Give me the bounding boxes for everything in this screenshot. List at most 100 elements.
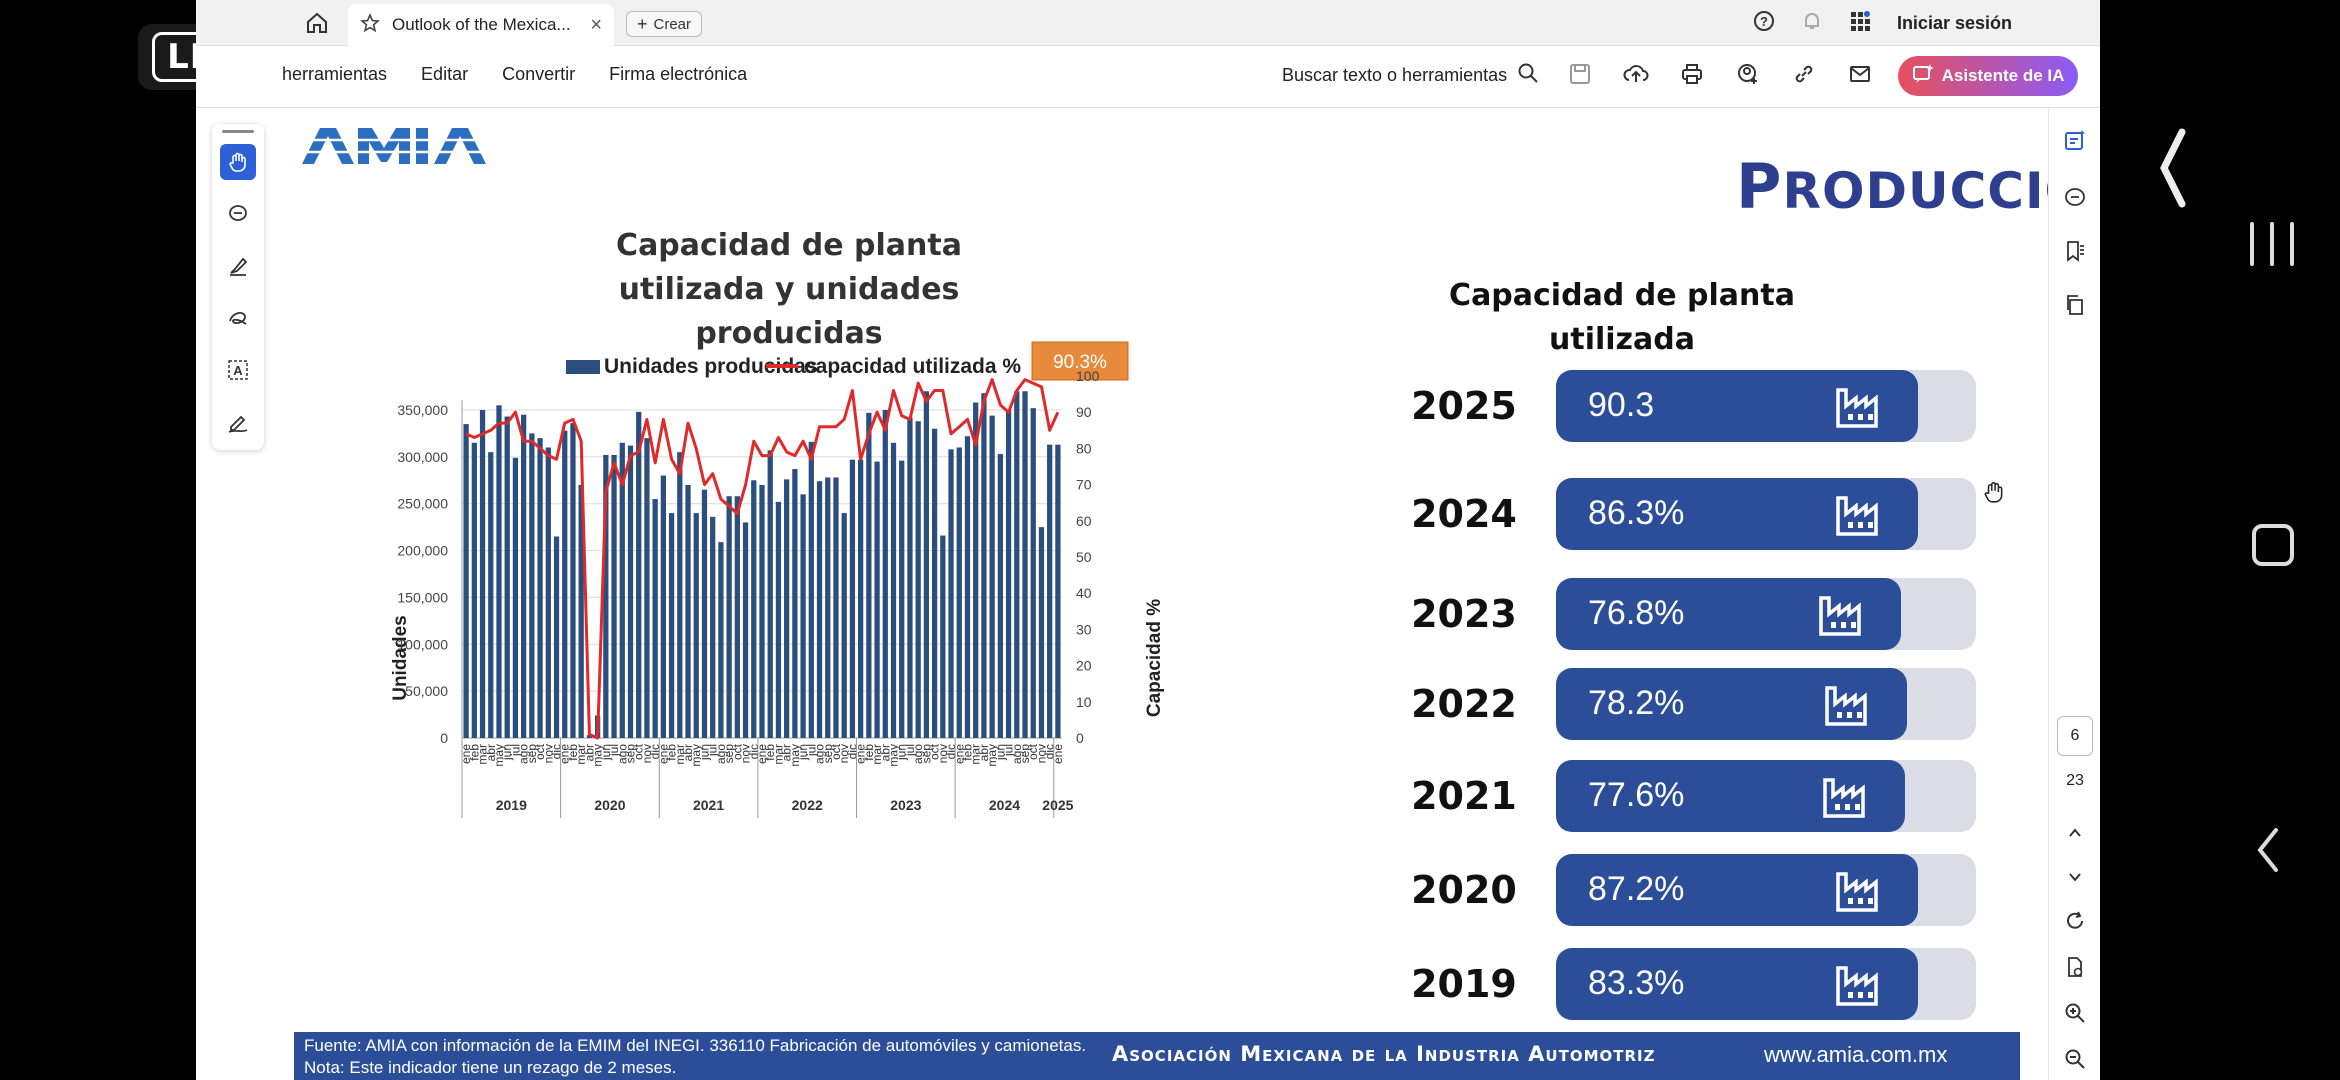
comment-icon[interactable] xyxy=(220,196,256,232)
print-icon[interactable] xyxy=(1678,60,1706,88)
x-tick-label: mar xyxy=(574,744,588,765)
star-icon[interactable] xyxy=(360,12,380,38)
footer-note-line: Nota: Este indicador tiene un rezago de … xyxy=(304,1058,677,1077)
x-tick-label: sep xyxy=(919,744,933,764)
menu-bar: herramientas Editar Convertir Firma elec… xyxy=(282,64,747,85)
hand-tool-icon[interactable] xyxy=(220,144,256,180)
upload-cloud-icon[interactable] xyxy=(1622,60,1650,88)
legend-bar-swatch xyxy=(566,360,600,374)
x-tick-label: may xyxy=(689,744,703,767)
x-tick-label: ago xyxy=(911,744,925,764)
bar xyxy=(553,536,560,738)
menu-item-convert[interactable]: Convertir xyxy=(502,64,576,84)
svg-text:A: A xyxy=(233,363,243,378)
search-tools-button[interactable]: Buscar texto o herramientas xyxy=(1282,62,1539,89)
copy-pages-icon[interactable] xyxy=(2062,292,2088,318)
menu-item-edit[interactable]: Editar xyxy=(421,64,469,84)
new-tab-button[interactable]: + Crear xyxy=(626,11,703,37)
x-tick-label: abr xyxy=(977,744,991,761)
bookmark-icon[interactable] xyxy=(2062,238,2088,264)
year-label: 2025 xyxy=(1042,797,1073,813)
chart-title: Capacidad de planta utilizada y unidades… xyxy=(616,228,962,351)
x-tick-label: jul xyxy=(804,744,818,757)
bar xyxy=(627,445,634,738)
x-tick-label: ene xyxy=(558,744,572,764)
footer-source: Fuente: AMIA con información de la EMIM … xyxy=(304,1035,1086,1079)
home-icon[interactable] xyxy=(304,10,330,41)
legend-bar-label: Unidades producidas xyxy=(604,355,818,378)
home-button-icon[interactable] xyxy=(2252,524,2294,566)
factory-icon xyxy=(1834,492,1886,541)
save-icon[interactable] xyxy=(1566,60,1594,88)
bar xyxy=(603,454,609,738)
close-tab-icon[interactable]: × xyxy=(590,13,602,36)
bar xyxy=(734,496,740,738)
bar xyxy=(718,542,724,738)
capacity-year-label: 2025 xyxy=(1411,384,1517,428)
zoom-out-icon[interactable] xyxy=(2062,1046,2088,1072)
year-label: 2019 xyxy=(496,797,527,813)
x-tick-label: nov xyxy=(936,744,950,763)
x-tick-label: ene xyxy=(755,744,769,764)
y2-axis-title: Capacidad % xyxy=(1144,599,1165,717)
year-label: 2023 xyxy=(890,797,921,813)
apps-grid-icon[interactable] xyxy=(1849,10,1871,37)
x-tick-label: ago xyxy=(714,744,728,764)
bar xyxy=(479,410,486,738)
refresh-icon[interactable] xyxy=(2062,908,2088,934)
help-icon[interactable]: ? xyxy=(1753,10,1775,37)
highlighter-icon[interactable] xyxy=(220,248,256,284)
chevron-up-icon[interactable] xyxy=(2062,820,2088,846)
y2-tick-label: 40 xyxy=(1076,585,1092,601)
ai-assistant-button[interactable]: Asistente de IA xyxy=(1898,56,2078,96)
sign-pen-icon[interactable] xyxy=(220,404,256,440)
ai-assistant-label: Asistente de IA xyxy=(1941,66,2065,85)
chevron-left-icon[interactable] xyxy=(2158,128,2186,208)
menu-item-esign[interactable]: Firma electrónica xyxy=(609,64,748,84)
recent-apps-icon[interactable] xyxy=(2250,222,2310,271)
tab-bar: Outlook of the Mexica... × + Crear ? Ini… xyxy=(196,0,2100,46)
current-page-input[interactable]: 6 xyxy=(2057,716,2093,756)
tab-title: Outlook of the Mexica... xyxy=(392,15,571,34)
text-select-icon[interactable]: A xyxy=(220,352,256,388)
bell-icon[interactable] xyxy=(1801,10,1823,37)
bar xyxy=(792,469,798,738)
menu-item-tools[interactable]: herramientas xyxy=(282,64,388,84)
y2-tick-label: 100 xyxy=(1076,368,1100,384)
capacity-title-line1: Capacidad de planta utilizada xyxy=(1449,278,1795,357)
back-icon[interactable] xyxy=(2256,826,2280,879)
x-tick-label: ene xyxy=(1051,744,1065,764)
link-icon[interactable] xyxy=(1790,60,1818,88)
year-label: 2021 xyxy=(693,797,724,813)
x-axis-ticks: enefebmarabrmayjunjulagosepoctnovdicenef… xyxy=(459,743,1065,766)
x-tick-label: feb xyxy=(566,744,580,761)
palette-grip[interactable] xyxy=(222,130,254,133)
x-tick-label: ago xyxy=(1010,744,1024,764)
bar xyxy=(775,501,782,738)
zoom-in-icon[interactable] xyxy=(2062,1000,2088,1026)
tool-palette: A xyxy=(212,124,264,450)
active-tab[interactable]: Outlook of the Mexica... × xyxy=(348,4,614,46)
legend-line-label: capacidad utilizada % xyxy=(804,355,1021,378)
share-user-icon[interactable] xyxy=(1734,60,1762,88)
mail-icon[interactable] xyxy=(1846,60,1874,88)
chevron-down-icon[interactable] xyxy=(2062,864,2088,890)
capacity-value: 90.3 xyxy=(1588,386,1655,424)
x-tick-label: jun xyxy=(895,744,909,761)
freehand-draw-icon[interactable] xyxy=(220,300,256,336)
capacity-year-label: 2024 xyxy=(1411,492,1517,536)
ai-summary-icon[interactable] xyxy=(2062,128,2088,154)
bar xyxy=(488,452,494,738)
bar xyxy=(496,405,502,738)
bar xyxy=(1030,408,1036,738)
footer-website[interactable]: www.amia.com.mx xyxy=(1764,1042,1948,1067)
comments-panel-icon[interactable] xyxy=(2062,184,2088,210)
capacity-fill xyxy=(1556,760,1905,832)
bar xyxy=(907,417,913,738)
page-export-icon[interactable] xyxy=(2062,954,2088,980)
signin-link[interactable]: Iniciar sesión xyxy=(1896,12,2012,33)
x-tick-label: jun xyxy=(796,744,810,761)
x-tick-label: abr xyxy=(780,744,794,761)
x-tick-label: oct xyxy=(730,743,744,760)
x-tick-label: ene xyxy=(854,744,868,764)
